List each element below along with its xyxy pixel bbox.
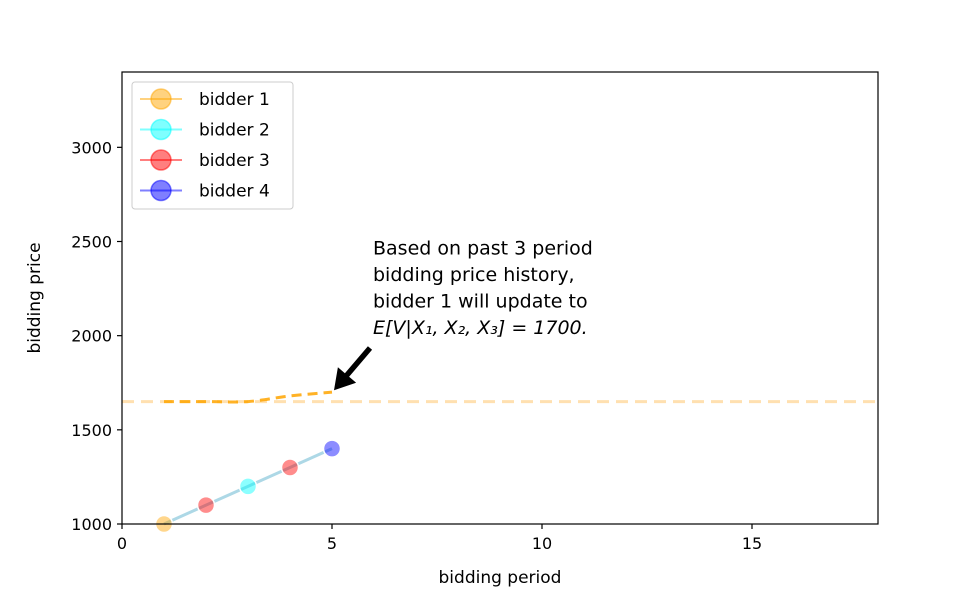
- bid-marker-5: [322, 439, 342, 458]
- bid-marker-2: [196, 495, 216, 515]
- x-tick-label: 0: [117, 534, 127, 553]
- x-tick-label: 10: [532, 534, 552, 553]
- annotation-line-3: bidder 1 will update to: [373, 291, 588, 313]
- x-axis-label: bidding period: [439, 568, 562, 588]
- y-tick-label: 1000: [71, 515, 112, 534]
- bid-history-line: [163, 447, 333, 526]
- y-axis-label: bidding price: [25, 242, 45, 353]
- annotation-line-2: bidding price history,: [373, 264, 575, 286]
- legend-label-4: bidder 4: [199, 182, 270, 202]
- legend-label-1: bidder 1: [199, 90, 270, 110]
- bid-marker-4: [280, 458, 300, 477]
- legend-marker-3: [150, 149, 172, 171]
- annotation-layer: Based on past 3 period bidding price hist…: [334, 238, 593, 391]
- annotation-line-1: Based on past 3 period: [373, 238, 593, 260]
- bid-marker-3: [238, 477, 258, 496]
- legend-label-3: bidder 3: [199, 151, 270, 171]
- y-axis: 1000 1500 2000 2500 3000: [71, 138, 122, 534]
- legend-marker-2: [150, 118, 172, 141]
- legend-marker-4: [150, 179, 172, 202]
- legend: bidder 1 bidder 2 bidder 3 bidder 4: [131, 81, 294, 210]
- annotation-arrow: [334, 346, 373, 391]
- x-axis: 0 5 10 15: [117, 524, 762, 553]
- plot-frame: [121, 71, 879, 525]
- legend-label-2: bidder 2: [199, 121, 270, 141]
- y-tick-label: 2500: [71, 233, 112, 252]
- x-tick-label: 5: [327, 534, 337, 553]
- y-tick-label: 1500: [71, 421, 112, 440]
- y-tick-label: 2000: [71, 327, 112, 346]
- legend-marker-1: [150, 88, 172, 110]
- annotation-line-4: E[V|X₁, X₂, X₃] = 1700.: [373, 317, 588, 339]
- x-tick-label: 15: [742, 534, 762, 553]
- legend-box: [131, 81, 294, 210]
- y-tick-label: 3000: [71, 138, 112, 157]
- bidder-1-estimate-line: [164, 390, 333, 404]
- estimate-layer: [164, 390, 333, 404]
